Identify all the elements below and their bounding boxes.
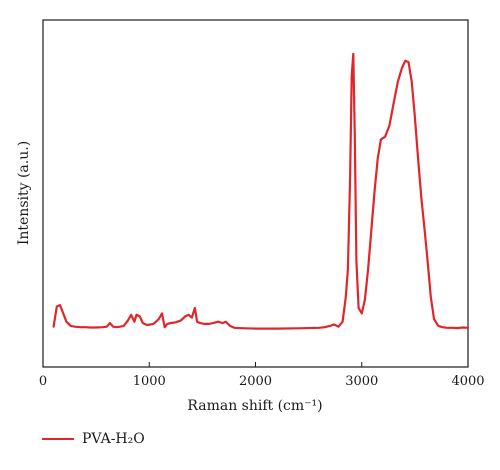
x-axis-ticks: 0 1000 2000 3000 4000 (39, 362, 485, 389)
legend: PVA-H₂O (42, 430, 145, 448)
x-tick-label: 2000 (239, 374, 272, 389)
x-tick-label: 0 (39, 374, 47, 389)
y-axis-title: Intensity (a.u.) (16, 141, 32, 245)
x-tick-label: 1000 (133, 374, 166, 389)
x-tick-label: 3000 (345, 374, 378, 389)
x-tick-label: 4000 (451, 374, 484, 389)
legend-label: PVA-H₂O (82, 431, 145, 447)
series-line-pva-h2o (52, 52, 470, 330)
plot-frame (42, 19, 469, 368)
x-axis-title: Raman shift (cm⁻¹) (187, 398, 322, 414)
legend-line-swatch (42, 438, 74, 440)
